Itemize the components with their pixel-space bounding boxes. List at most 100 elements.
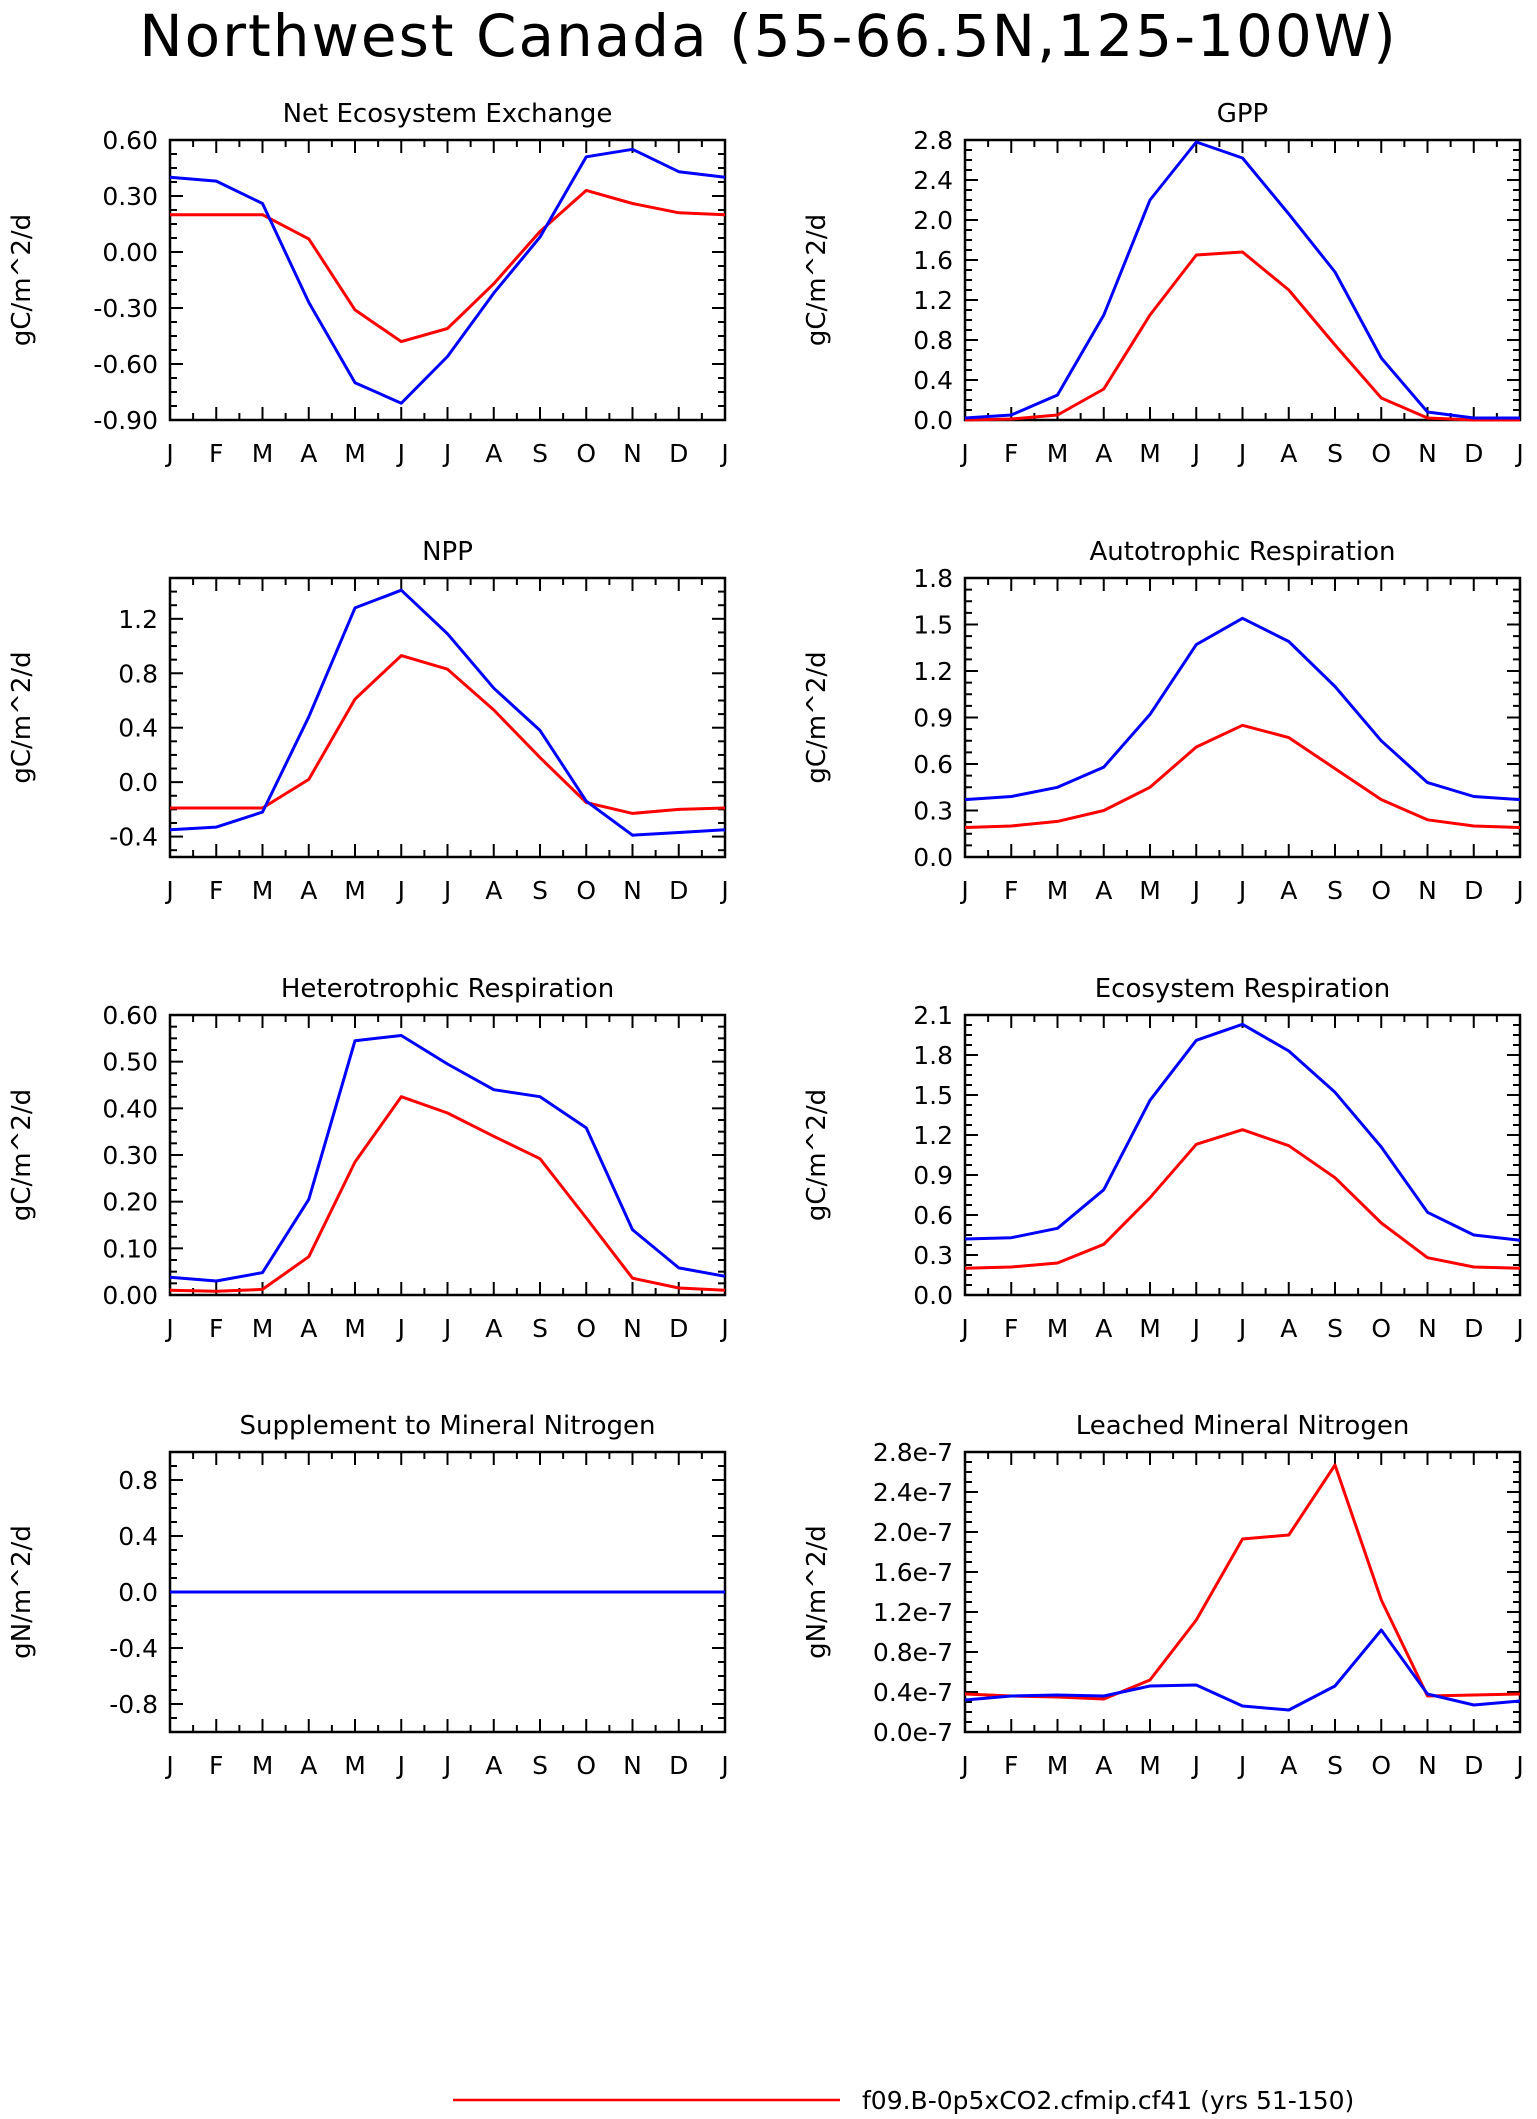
x-tick-label: J — [442, 1314, 451, 1343]
series-line-red — [169, 1095, 726, 1293]
x-tick-label: F — [1004, 1751, 1018, 1780]
y-tick-label: 1.2 — [913, 657, 953, 686]
x-tick-label: J — [164, 1314, 173, 1343]
y-tick-label: -0.60 — [93, 350, 158, 379]
y-axis-label: gN/m^2/d — [7, 1525, 37, 1659]
x-tick-label: S — [532, 1751, 548, 1780]
x-tick-label: J — [442, 876, 451, 905]
x-tick-label: D — [669, 876, 688, 905]
x-tick-label: S — [532, 1314, 548, 1343]
y-tick-label: 0.9 — [913, 1161, 953, 1190]
x-tick-label: O — [576, 439, 596, 468]
series-line-blue — [964, 1022, 1521, 1242]
y-tick-label: 0.3 — [913, 797, 953, 826]
plot-frame — [168, 138, 727, 422]
plot-frame — [168, 1013, 727, 1297]
x-tick-label: O — [576, 1751, 596, 1780]
x-tick-label: A — [485, 1314, 502, 1343]
series-line-blue — [169, 1034, 726, 1283]
series-line-blue — [169, 147, 726, 405]
x-tick-label: J — [164, 876, 173, 905]
y-tick-label: 0.10 — [102, 1234, 158, 1263]
y-tick-label: 0.8 — [118, 1466, 158, 1495]
y-tick-label: 0.00 — [102, 238, 158, 267]
x-tick-label: S — [1327, 1751, 1343, 1780]
x-tick-label: S — [1327, 876, 1343, 905]
x-tick-label: A — [1095, 1314, 1112, 1343]
x-tick-label: D — [669, 1751, 688, 1780]
y-tick-label: 0.9 — [913, 704, 953, 733]
y-tick-label: -0.30 — [93, 294, 158, 323]
x-tick-label: O — [1371, 439, 1391, 468]
y-axis-label: gC/m^2/d — [7, 1089, 37, 1221]
y-tick-label: 0.0 — [118, 1578, 158, 1607]
x-tick-label: M — [252, 439, 274, 468]
x-tick-label: S — [1327, 1314, 1343, 1343]
x-tick-label: M — [1047, 439, 1069, 468]
x-tick-label: A — [485, 439, 502, 468]
x-tick-label: A — [485, 1751, 502, 1780]
plot-frame — [963, 1013, 1522, 1297]
x-tick-label: A — [300, 876, 317, 905]
x-tick-label: A — [1095, 1751, 1112, 1780]
x-tick-label: N — [1418, 439, 1437, 468]
y-tick-label: -0.4 — [109, 823, 158, 852]
y-tick-label: 0.8e-7 — [873, 1638, 953, 1667]
series-line-red — [964, 723, 1521, 829]
y-tick-label: 0.6 — [913, 1201, 953, 1230]
x-tick-label: J — [1191, 1751, 1200, 1780]
x-tick-label: M — [252, 1314, 274, 1343]
x-tick-label: F — [209, 1314, 223, 1343]
x-tick-label: N — [623, 1751, 642, 1780]
series-line-blue — [169, 588, 726, 837]
x-tick-label: M — [1139, 439, 1161, 468]
panel-title: Net Ecosystem Exchange — [283, 99, 613, 129]
x-tick-label: J — [396, 439, 405, 468]
x-tick-label: A — [1280, 1751, 1297, 1780]
x-tick-label: J — [164, 439, 173, 468]
x-tick-label: F — [209, 1751, 223, 1780]
chart-panels: J F M A M J J A S O N D J0.600.300.00-0.30-0.60-0.90… — [7, 99, 1524, 1780]
panel-title: Leached Mineral Nitrogen — [1076, 1411, 1410, 1441]
y-tick-label: 0.4 — [118, 1522, 158, 1551]
x-tick-label: A — [300, 1314, 317, 1343]
y-tick-label: -0.90 — [93, 406, 158, 435]
panel-title: Heterotrophic Respiration — [281, 974, 614, 1004]
x-tick-label: M — [252, 876, 274, 905]
panel-net-ecosystem-exchange: J F M A M J J A S O N D J0.600.300.00-0.30-0.60-0.90… — [7, 99, 729, 468]
y-axis-label: gN/m^2/d — [802, 1525, 832, 1659]
x-tick-label: J — [1514, 1314, 1523, 1343]
x-tick-label: M — [344, 1314, 366, 1343]
y-tick-label: 1.2 — [913, 1121, 953, 1150]
y-axis-label: gC/m^2/d — [802, 1089, 832, 1221]
y-tick-label: 2.8e-7 — [873, 1438, 953, 1467]
x-tick-label: S — [532, 876, 548, 905]
x-tick-label: J — [1191, 439, 1200, 468]
x-tick-label: J — [1237, 876, 1246, 905]
y-tick-label: 0.4e-7 — [873, 1678, 953, 1707]
y-tick-label: 1.2e-7 — [873, 1598, 953, 1627]
y-axis-label: gC/m^2/d — [7, 214, 37, 346]
panel-gpp: J F M A M J J A S O N D J2.82.42.01.61.20.80.40.0GPP… — [802, 99, 1524, 468]
y-tick-label: 1.6e-7 — [873, 1558, 953, 1587]
x-tick-label: A — [485, 876, 502, 905]
y-tick-label: 0.50 — [102, 1048, 158, 1077]
x-tick-label: J — [164, 1751, 173, 1780]
panel-supplement-to-mineral-nitrogen: J F M A M J J A S O N D J0.80.40.0-0.4-0.8Supplement… — [7, 1411, 729, 1780]
x-tick-label: N — [1418, 876, 1437, 905]
plot-frame — [963, 1450, 1522, 1734]
series-line-red — [170, 188, 726, 344]
page-title: Northwest Canada (55-66.5N,125-100W) — [139, 2, 1398, 70]
x-tick-label: J — [959, 439, 968, 468]
x-tick-label: J — [719, 439, 728, 468]
series-line-red — [964, 1463, 1521, 1701]
x-tick-label: F — [1004, 439, 1018, 468]
y-tick-label: -0.8 — [109, 1690, 158, 1719]
y-tick-label: 2.4e-7 — [873, 1478, 953, 1507]
panel-autotrophic-respiration: J F M A M J J A S O N D J1.81.51.20.90.60.30.0Autotr… — [802, 537, 1524, 905]
y-tick-label: 0.0 — [118, 768, 158, 797]
series-line-red — [964, 1128, 1521, 1270]
x-tick-label: F — [1004, 1314, 1018, 1343]
y-tick-label: 0.40 — [102, 1094, 158, 1123]
x-tick-label: J — [959, 1751, 968, 1780]
